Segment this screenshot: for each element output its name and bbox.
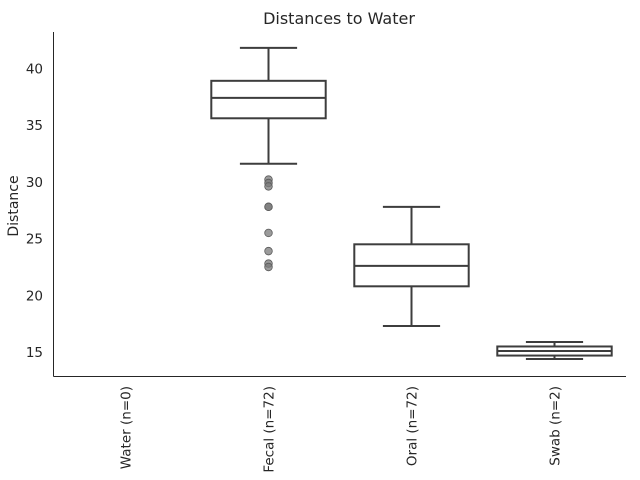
y-axis-label: Distance (6, 175, 22, 236)
y-tick-label: 40 (26, 61, 43, 77)
outlier-point (264, 182, 273, 191)
y-tick-label: 30 (26, 175, 43, 191)
x-tick-label: Swab (n=2) (548, 386, 564, 466)
box-group (210, 46, 327, 272)
y-tick-label: 25 (26, 232, 43, 248)
x-axis-ticks: Water (n=0) Fecal (n=72) Oral (n=72) Swab (… (119, 386, 564, 473)
chart-title: Distances to Water (263, 9, 415, 28)
box-group (353, 205, 470, 328)
y-tick-label: 35 (26, 118, 43, 134)
outlier-point (264, 202, 273, 212)
box-group (496, 340, 613, 360)
outlier-point (264, 228, 273, 238)
x-tick-label: Fecal (n=72) (262, 386, 278, 473)
x-tick-label: Oral (n=72) (405, 386, 421, 466)
outlier-point (264, 262, 273, 272)
x-tick-label: Water (n=0) (119, 386, 135, 469)
box-series (210, 46, 613, 360)
outlier-point (264, 246, 273, 256)
y-tick-label: 15 (26, 345, 43, 361)
y-tick-label: 20 (26, 288, 43, 304)
iqr-box (210, 79, 327, 120)
y-axis-ticks: 15 20 25 30 35 40 (26, 61, 43, 361)
